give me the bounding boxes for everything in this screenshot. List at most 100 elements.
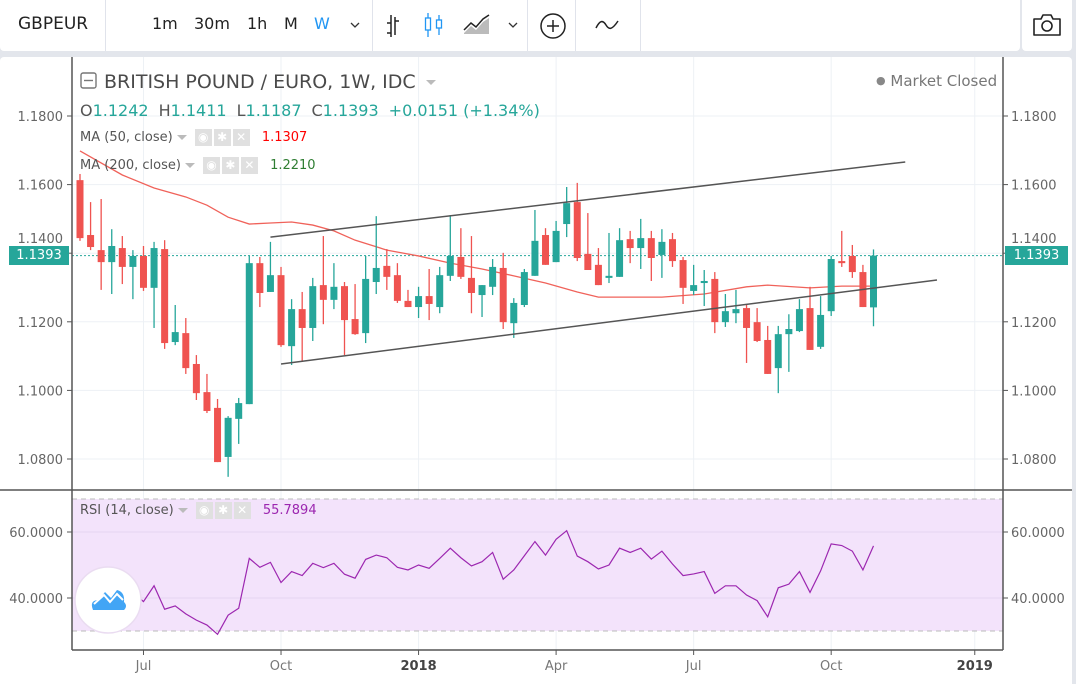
ma50-legend[interactable]: MA (50, close) ◉ ✱ ✕ 1.1307 xyxy=(80,129,307,146)
chevron-down-icon[interactable] xyxy=(507,20,519,30)
chevron-down-icon[interactable] xyxy=(176,135,187,140)
gear-icon[interactable]: ✱ xyxy=(214,502,232,519)
trendline[interactable] xyxy=(280,279,938,365)
candle-body xyxy=(87,235,95,248)
candle xyxy=(245,255,253,405)
snapshot-button[interactable] xyxy=(1022,0,1072,51)
gear-icon[interactable]: ✱ xyxy=(213,129,231,146)
eye-icon[interactable]: ◉ xyxy=(202,157,220,174)
candle-body xyxy=(214,407,222,463)
candle-body xyxy=(362,278,370,334)
price-tick-label-left: 1.1000 xyxy=(18,384,64,399)
candle xyxy=(182,318,190,374)
candle-body xyxy=(616,240,624,277)
interval-30m[interactable]: 30m xyxy=(194,14,230,33)
rsi-band-lines xyxy=(72,498,1003,632)
price-tick-label-left: 1.1400 xyxy=(18,232,64,247)
candle xyxy=(224,416,232,477)
candle-body xyxy=(245,263,253,405)
price-axis[interactable]: 1.0800 1.0800 1.1000 1.1000 1.1200 1.1200 1.14… xyxy=(18,110,1057,468)
candle xyxy=(425,268,433,321)
eye-icon[interactable]: ◉ xyxy=(195,502,213,519)
candle xyxy=(362,255,370,344)
candle xyxy=(542,228,550,265)
divider xyxy=(105,0,106,51)
candle xyxy=(573,182,581,262)
ma200-legend[interactable]: MA (200, close) ◉ ✱ ✕ 1.2210 xyxy=(80,157,316,174)
candle-body xyxy=(277,275,285,346)
ma50-value: 1.1307 xyxy=(261,130,308,145)
chevron-down-icon[interactable] xyxy=(425,80,436,85)
tradingview-logo[interactable] xyxy=(74,566,142,634)
candle xyxy=(457,228,465,279)
candle xyxy=(700,270,708,307)
interval-1h[interactable]: 1h xyxy=(247,14,268,33)
indicator-wave-icon[interactable] xyxy=(594,16,622,34)
candle-body xyxy=(108,245,116,263)
price-tick-label-left: 1.0800 xyxy=(18,453,64,468)
candle-body xyxy=(182,333,190,369)
candle-body xyxy=(467,277,475,293)
candle-body xyxy=(658,241,666,255)
candle xyxy=(711,272,719,334)
price-tick-label-left: 1.1200 xyxy=(18,316,64,331)
chevron-down-icon[interactable] xyxy=(184,163,195,168)
candle xyxy=(256,256,264,308)
bar-chart-icon[interactable] xyxy=(384,13,406,39)
interval-1m[interactable]: 1m xyxy=(152,14,178,33)
candle-body xyxy=(552,230,560,263)
chart-title[interactable]: BRITISH POUND / EURO, 1W, IDC xyxy=(80,71,444,93)
top-toolbar: GBPEUR 1m 30m 1h M W xyxy=(0,0,1020,51)
candle xyxy=(489,259,497,296)
last-price-label-left: 1.1393 xyxy=(9,246,69,266)
candlestick-icon[interactable] xyxy=(423,11,445,39)
candle-body xyxy=(393,275,401,301)
candle-body xyxy=(594,264,602,286)
candle xyxy=(499,252,507,330)
candle xyxy=(721,294,729,327)
close-icon[interactable]: ✕ xyxy=(232,129,250,146)
candle xyxy=(330,263,338,310)
candle-body xyxy=(457,256,465,277)
candle xyxy=(584,213,592,271)
ma50-line xyxy=(79,150,874,298)
collapse-icon[interactable] xyxy=(80,72,98,90)
candle-body xyxy=(817,314,825,347)
candle xyxy=(785,314,793,372)
close-icon[interactable]: ✕ xyxy=(240,157,258,174)
interval-month[interactable]: M xyxy=(284,14,298,33)
candle-body xyxy=(668,239,676,262)
trendlines[interactable] xyxy=(270,161,938,365)
divider xyxy=(575,0,576,51)
close-icon[interactable]: ✕ xyxy=(233,502,251,519)
candle-body xyxy=(425,296,433,304)
rsi-line xyxy=(79,529,875,636)
candle-body xyxy=(764,339,772,374)
candle xyxy=(848,244,856,278)
time-axis[interactable]: Jul Oct 2018 Apr Jul Oct 2019 xyxy=(135,650,993,674)
chevron-down-icon[interactable] xyxy=(349,20,361,30)
area-chart-icon[interactable] xyxy=(462,14,492,36)
candle xyxy=(288,299,296,366)
rsi-legend[interactable]: RSI (14, close) ◉ ✱ ✕ 55.7894 xyxy=(80,502,317,519)
rsi-axis[interactable]: 60.0000 60.0000 40.0000 40.0000 xyxy=(9,526,1065,607)
candle-body xyxy=(76,180,84,239)
symbol-search[interactable]: GBPEUR xyxy=(18,14,89,34)
candle xyxy=(637,218,645,269)
plus-circle-icon[interactable] xyxy=(539,12,567,40)
candle-body xyxy=(129,255,137,267)
chevron-down-icon[interactable] xyxy=(177,508,188,513)
candle-body xyxy=(848,255,856,273)
candle xyxy=(108,229,116,295)
rsi-tick-label-left: 40.0000 xyxy=(9,592,63,607)
candle xyxy=(658,229,666,278)
candle-body xyxy=(732,309,740,314)
interval-week[interactable]: W xyxy=(314,14,330,33)
rsi-tick-label-right: 60.0000 xyxy=(1011,526,1065,541)
candle xyxy=(404,289,412,308)
candle-body xyxy=(266,275,274,292)
eye-icon[interactable]: ◉ xyxy=(194,129,212,146)
gear-icon[interactable]: ✱ xyxy=(221,157,239,174)
trendline[interactable] xyxy=(270,161,906,238)
